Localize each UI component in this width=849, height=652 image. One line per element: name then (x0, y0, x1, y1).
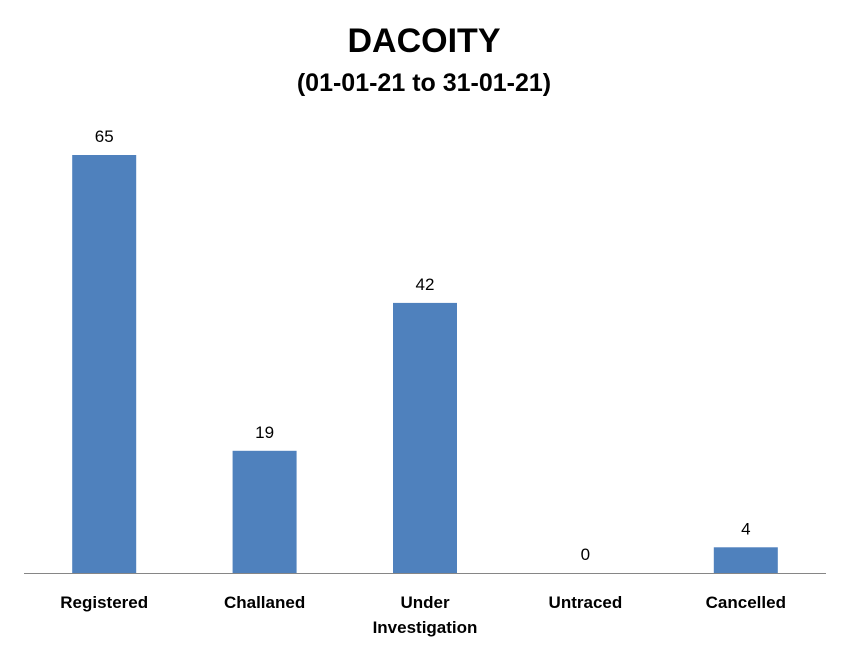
bar-4 (713, 547, 778, 573)
data-label-0: 65 (95, 127, 114, 146)
bars-layer (72, 155, 778, 573)
category-label-3: Untraced (549, 593, 623, 612)
bar-1 (232, 450, 297, 573)
data-label-4: 4 (741, 519, 750, 538)
bar-2 (393, 302, 457, 573)
bar-0 (72, 155, 137, 573)
category-labels-layer: Registered Challaned Under Investigation Unt… (60, 593, 786, 637)
data-labels-layer: 65 19 42 0 4 (95, 127, 751, 564)
chart-title: DACOITY (348, 22, 501, 60)
category-label-4: Cancelled (706, 593, 786, 612)
category-label-1: Challaned (224, 593, 305, 612)
category-label-2: Under Investigation (373, 593, 478, 637)
chart-subtitle: (01-01-21 to 31-01-21) (297, 69, 551, 97)
category-label-0: Registered (60, 593, 148, 612)
data-label-1: 19 (255, 423, 274, 442)
data-label-2: 42 (416, 275, 435, 294)
data-label-3: 0 (581, 545, 590, 564)
